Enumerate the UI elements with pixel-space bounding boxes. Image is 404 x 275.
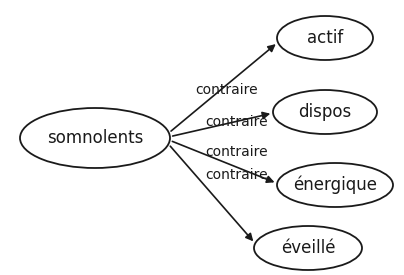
Ellipse shape — [277, 16, 373, 60]
Text: somnolents: somnolents — [47, 129, 143, 147]
Ellipse shape — [20, 108, 170, 168]
Text: énergique: énergique — [293, 176, 377, 194]
Ellipse shape — [254, 226, 362, 270]
Text: contraire: contraire — [205, 168, 267, 182]
Text: contraire: contraire — [195, 83, 258, 97]
Text: actif: actif — [307, 29, 343, 47]
Text: dispos: dispos — [299, 103, 351, 121]
Ellipse shape — [273, 90, 377, 134]
Text: contraire: contraire — [205, 145, 267, 159]
Text: éveillé: éveillé — [281, 239, 335, 257]
Text: contraire: contraire — [205, 115, 267, 129]
Ellipse shape — [277, 163, 393, 207]
